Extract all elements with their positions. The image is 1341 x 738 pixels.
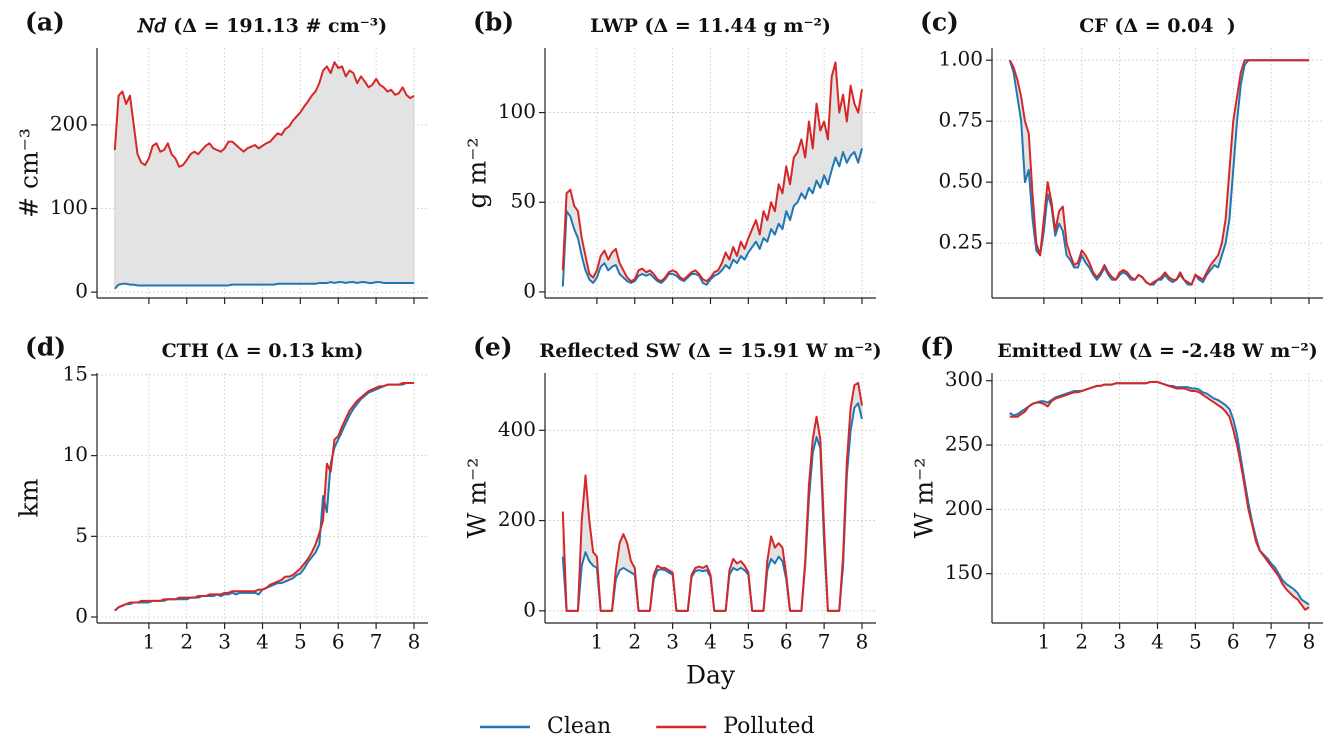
panel-letter: (e) bbox=[473, 333, 513, 362]
x-tick-label: 4 bbox=[256, 630, 269, 654]
y-tick-label: 10 bbox=[63, 442, 88, 466]
x-tick-label: 2 bbox=[180, 630, 193, 654]
y-tick-label: 400 bbox=[498, 417, 536, 441]
series-line bbox=[1009, 381, 1310, 611]
x-axis-label: Day bbox=[686, 661, 736, 690]
x-tick-label: 8 bbox=[408, 630, 421, 654]
fill-between bbox=[562, 62, 863, 287]
series-line bbox=[1009, 381, 1310, 606]
y-tick-label: 50 bbox=[511, 189, 536, 213]
y-axis-label: km bbox=[15, 478, 44, 517]
panel-title: CTH (Δ = 0.13 km) bbox=[162, 340, 364, 362]
x-tick-label: 5 bbox=[742, 630, 755, 654]
series-line bbox=[561, 381, 863, 612]
panel-title: Emitted LW (Δ = -2.48 W m⁻²) bbox=[997, 340, 1317, 362]
y-tick-label: 250 bbox=[945, 432, 983, 456]
series-line bbox=[114, 281, 414, 290]
panel-title: 𝑁𝑑 (Δ = 191.13 # cm⁻³) bbox=[137, 15, 387, 37]
panel-letter: (f) bbox=[920, 333, 954, 362]
y-axis-label: W m⁻² bbox=[910, 458, 939, 539]
y-tick-label: 0 bbox=[523, 597, 536, 621]
x-tick-label: 6 bbox=[1227, 630, 1240, 654]
x-tick-label: 3 bbox=[666, 630, 679, 654]
x-tick-label: 4 bbox=[1151, 630, 1164, 654]
y-tick-label: 200 bbox=[50, 111, 88, 135]
legend-label: Clean bbox=[547, 714, 611, 738]
y-tick-label: 300 bbox=[945, 367, 983, 391]
series-line bbox=[114, 382, 414, 612]
x-tick-label: 2 bbox=[1075, 630, 1088, 654]
y-tick-label: 15 bbox=[63, 361, 88, 385]
y-tick-label: 0.50 bbox=[938, 169, 983, 193]
x-tick-label: 8 bbox=[856, 630, 869, 654]
legend-label: Polluted bbox=[723, 714, 814, 738]
panel-title: LWP (Δ = 11.44 g m⁻²) bbox=[590, 15, 831, 37]
x-tick-label: 6 bbox=[332, 630, 345, 654]
x-tick-label: 1 bbox=[591, 630, 604, 654]
y-tick-label: 1.00 bbox=[938, 47, 983, 71]
series-line bbox=[1008, 59, 1309, 286]
fill-between bbox=[1009, 59, 1309, 286]
y-axis-label: # cm⁻³ bbox=[15, 128, 44, 218]
y-axis-label: W m⁻² bbox=[463, 458, 492, 539]
panel-letter: (c) bbox=[920, 8, 959, 37]
panel: 0 50 100 (b) LWP (Δ = 11.44 g m⁻²) g m⁻² bbox=[463, 8, 876, 304]
series-line bbox=[561, 61, 863, 283]
y-tick-label: 150 bbox=[945, 560, 983, 584]
y-tick-label: 200 bbox=[945, 496, 983, 520]
fill-between bbox=[114, 382, 414, 611]
series-line bbox=[561, 148, 863, 287]
x-tick-label: 4 bbox=[704, 630, 717, 654]
y-tick-label: 100 bbox=[498, 99, 536, 123]
fill-between bbox=[1009, 381, 1310, 611]
series-line bbox=[114, 382, 414, 612]
panel: 0.25 0.50 0.75 1.00 (c) CF (Δ = 0.04 ) bbox=[920, 8, 1323, 304]
x-tick-label: 7 bbox=[370, 630, 383, 654]
x-tick-label: 3 bbox=[218, 630, 231, 654]
x-tick-label: 6 bbox=[780, 630, 793, 654]
x-tick-label: 7 bbox=[1265, 630, 1278, 654]
y-axis-label: g m⁻² bbox=[463, 138, 492, 209]
y-tick-label: 0 bbox=[75, 279, 88, 303]
x-tick-label: 1 bbox=[143, 630, 156, 654]
x-tick-label: 5 bbox=[294, 630, 307, 654]
panel: 0 100 200 (a) 𝑁𝑑 (Δ = 191.13 # cm⁻³) # cm⁻³ bbox=[15, 8, 428, 304]
panel-title: Reflected SW (Δ = 15.91 W m⁻²) bbox=[539, 340, 881, 362]
x-tick-label: 5 bbox=[1189, 630, 1202, 654]
y-tick-label: 0.25 bbox=[938, 230, 983, 254]
x-tick-label: 2 bbox=[628, 630, 641, 654]
x-tick-label: 8 bbox=[1303, 630, 1316, 654]
y-tick-label: 100 bbox=[50, 195, 88, 219]
x-tick-label: 7 bbox=[818, 630, 831, 654]
y-tick-label: 0.75 bbox=[938, 108, 983, 132]
panel: 1 2 3 4 5 6 7 8 0 200 400 (e) Reflected SW (Δ = 15.9… bbox=[463, 333, 882, 690]
panel: 1 2 3 4 5 6 7 8 0 5 10 15(d) CTH (Δ = 0.13 km) km bbox=[15, 333, 428, 654]
series-line bbox=[113, 61, 415, 168]
fill-between bbox=[114, 61, 415, 290]
x-tick-label: 3 bbox=[1113, 630, 1126, 654]
y-tick-label: 0 bbox=[75, 604, 88, 628]
x-tick-label: 1 bbox=[1038, 630, 1051, 654]
panel-title: CF (Δ = 0.04 ) bbox=[1079, 15, 1236, 37]
panel-letter: (b) bbox=[473, 8, 514, 37]
series-line bbox=[1008, 59, 1309, 286]
legend: Clean Polluted bbox=[480, 714, 815, 738]
y-tick-label: 200 bbox=[498, 507, 536, 531]
panel-letter: (a) bbox=[25, 8, 65, 37]
panel-letter: (d) bbox=[25, 333, 66, 362]
y-tick-label: 0 bbox=[523, 278, 536, 302]
panel: 1 2 3 4 5 6 7 8 150 200 250 300 (f) Emitted LW (Δ = -… bbox=[910, 333, 1323, 654]
y-tick-label: 5 bbox=[75, 523, 88, 547]
